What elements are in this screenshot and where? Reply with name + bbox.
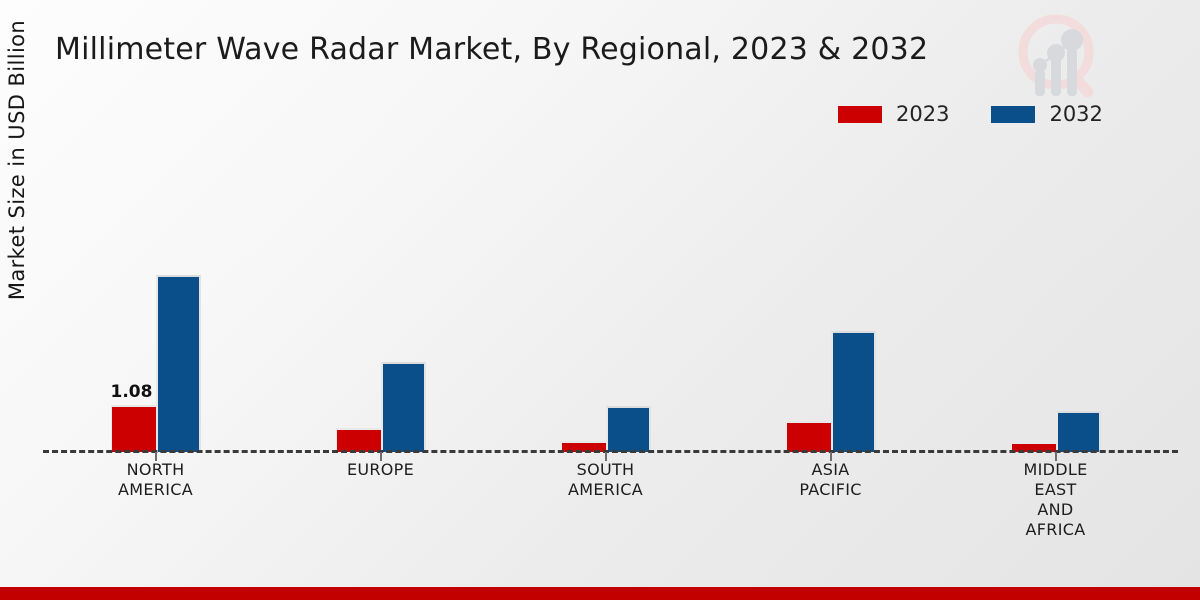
category-label-line: EUROPE [346,460,415,479]
category-label-line: AMERICA [118,480,193,499]
legend-item-2032[interactable]: 2032 [991,102,1103,126]
x-axis-tick [154,452,157,461]
category-label-line: MIDDLE [1023,460,1088,479]
category-label-line: AFRICA [1025,520,1086,539]
legend-label-2032: 2032 [1049,102,1103,126]
bar-2032[interactable] [830,331,876,452]
bar-value-label: 1.08 [110,382,153,402]
category-label-line: AMERICA [568,480,643,499]
bar-2032[interactable] [1055,411,1101,452]
bar-2023[interactable] [335,428,381,452]
chart-title: Millimeter Wave Radar Market, By Regiona… [55,32,929,67]
x-axis-category-label: MIDDLE EAST AND AFRICA [943,460,1168,540]
x-axis-category-label: EUROPE [268,460,493,480]
bar-pair [785,140,876,452]
category-label-line: AND [1037,500,1074,519]
bar-group [943,140,1168,452]
bar-group [493,140,718,452]
bar-group [718,140,943,452]
bar-2032[interactable] [380,362,426,452]
bar-group [268,140,493,452]
x-axis-tick [379,452,382,461]
legend-label-2023: 2023 [896,102,950,126]
bar-pair [560,140,651,452]
category-label-line: PACIFIC [799,480,862,499]
bar-2023[interactable] [785,421,831,452]
chart-legend: 2023 2032 [838,104,1103,125]
bar-2032[interactable] [155,275,201,452]
legend-item-2023[interactable]: 2023 [838,104,949,125]
bottom-accent-band [0,587,1200,600]
bar-2023[interactable] [110,405,156,452]
bar-pair [1010,140,1101,452]
bar-2023[interactable] [560,441,606,452]
x-axis-tick [1054,452,1057,461]
x-axis-category-label: SOUTH AMERICA [493,460,718,500]
x-axis-category-label: NORTH AMERICA [43,460,268,500]
bar-2023[interactable] [1010,442,1056,452]
y-axis-title: Market Size in USD Billion [5,19,29,301]
category-label-line: SOUTH [576,460,635,479]
bar-group: 1.08 [43,140,268,452]
bar-pair [110,140,201,452]
bar-2032[interactable] [605,406,651,452]
legend-swatch-2023-icon [838,106,882,123]
x-axis-tick [604,452,607,461]
x-axis-baseline [43,450,1178,453]
category-label-line: ASIA [811,460,850,479]
category-label-line: EAST [1034,480,1077,499]
x-axis-tick [829,452,832,461]
legend-swatch-2032-icon [991,106,1036,123]
bar-pair [335,140,426,452]
watermark-logo-icon [1004,8,1108,104]
plot-area: 1.08 [43,140,1178,452]
category-label-line: NORTH [126,460,185,479]
x-axis-category-label: ASIA PACIFIC [718,460,943,500]
